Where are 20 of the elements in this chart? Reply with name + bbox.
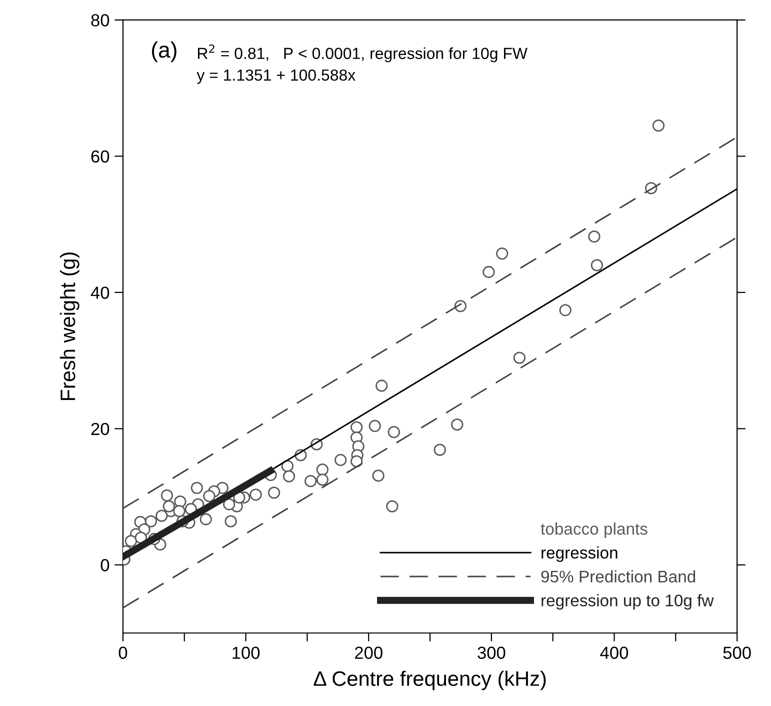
text: tobacco plants xyxy=(540,522,648,538)
text: regression up to 10g fw xyxy=(542,594,714,610)
text: regression xyxy=(542,546,618,562)
annotation: (a) xyxy=(152,41,176,62)
y-tick-label: 20 xyxy=(91,422,110,436)
x-tick-label: 100 xyxy=(232,646,260,659)
x-tick-label: 0 xyxy=(118,646,128,659)
x-tick-label: 500 xyxy=(723,646,751,659)
x-axis-title: Δ Centre frequency (kHz) xyxy=(314,670,546,690)
y-tick-label: 0 xyxy=(100,559,110,572)
x-tick-label: 400 xyxy=(600,646,628,659)
x-tick-label: 300 xyxy=(478,646,506,659)
annotation: R$^{2}$ = 0.81, P < 0.0001, regression for 10g FW xyxy=(198,44,528,62)
text: 95% Prediction Band xyxy=(541,570,696,582)
y-tick-label: 80 xyxy=(91,14,110,26)
y-axis-title: Fresh weight (g) xyxy=(60,252,80,400)
x-tick-label: 200 xyxy=(355,646,382,659)
y-tick-label: 60 xyxy=(91,150,110,163)
annotation: y = 1.1351 + 100.588x xyxy=(196,69,356,84)
y-tick-label: 40 xyxy=(90,286,110,299)
